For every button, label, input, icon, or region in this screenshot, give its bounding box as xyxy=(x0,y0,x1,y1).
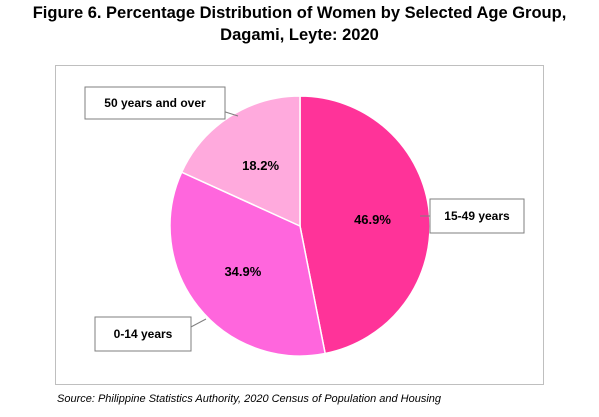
callout-3: 50 years and over xyxy=(84,86,239,120)
chart-title: Figure 6. Percentage Distribution of Wom… xyxy=(0,2,599,46)
callout-1: 15-49 years xyxy=(420,198,525,234)
chart-title-line-2: Dagami, Leyte: 2020 xyxy=(220,26,379,44)
callout-2: 0-14 years xyxy=(94,316,207,352)
chart-title-line-1: Figure 6. Percentage Distribution of Wom… xyxy=(32,4,567,22)
pie-slice-1 xyxy=(299,95,431,355)
slice-value-label-3: 18.2% xyxy=(242,158,279,173)
chart-area: 46.9% 34.9% 18.2% 15-49 years 0-14 years 50 y… xyxy=(55,65,544,385)
category-label-1: 15-49 years xyxy=(444,209,510,223)
callout-box-3 xyxy=(84,86,226,120)
category-label-2: 0-14 years xyxy=(114,327,173,341)
callout-box-1 xyxy=(429,198,525,234)
pie-slice-3 xyxy=(180,95,301,228)
pie-chart: 46.9% 34.9% 18.2% 15-49 years 0-14 years 50 y… xyxy=(84,86,525,357)
source-note: Source: Philippine Statistics Authority,… xyxy=(57,393,442,405)
callout-leader-2 xyxy=(188,318,207,329)
slice-value-label-1: 46.9% xyxy=(354,212,391,227)
pie-slice-2 xyxy=(169,171,327,357)
category-label-3: 50 years and over xyxy=(104,96,206,110)
slice-value-label-2: 34.9% xyxy=(224,264,261,279)
callout-box-2 xyxy=(94,316,192,352)
